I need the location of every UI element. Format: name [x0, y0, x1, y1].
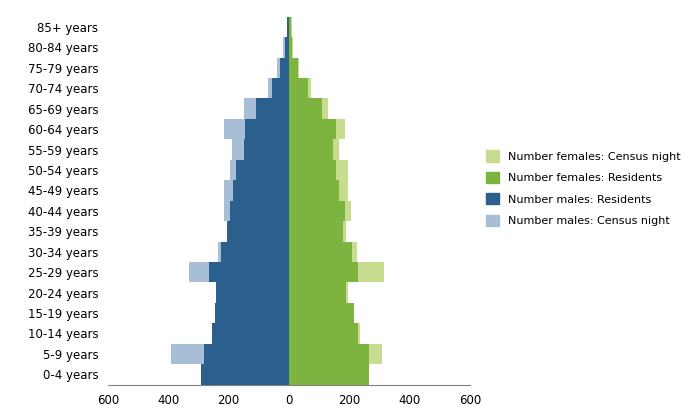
- Bar: [289, 139, 333, 160]
- Bar: [189, 262, 289, 283]
- Bar: [289, 242, 357, 262]
- Bar: [289, 283, 346, 303]
- Bar: [233, 180, 289, 201]
- Bar: [289, 344, 369, 364]
- Bar: [244, 139, 289, 160]
- Bar: [230, 201, 289, 221]
- Bar: [171, 344, 289, 364]
- Bar: [221, 242, 289, 262]
- Bar: [289, 180, 339, 201]
- Bar: [280, 58, 289, 78]
- Bar: [287, 17, 289, 37]
- Bar: [289, 364, 369, 385]
- Bar: [289, 99, 322, 119]
- Bar: [289, 201, 345, 221]
- Bar: [289, 303, 354, 323]
- Bar: [268, 78, 289, 99]
- Bar: [289, 180, 348, 201]
- Bar: [236, 160, 289, 180]
- Bar: [289, 323, 358, 344]
- Bar: [227, 221, 289, 242]
- Bar: [289, 201, 351, 221]
- Bar: [289, 58, 299, 78]
- Bar: [289, 262, 384, 283]
- Bar: [255, 99, 289, 119]
- Bar: [289, 323, 360, 344]
- Bar: [218, 242, 289, 262]
- Bar: [289, 119, 345, 139]
- Bar: [289, 37, 294, 58]
- Bar: [289, 160, 335, 180]
- Bar: [216, 283, 289, 303]
- Bar: [212, 323, 289, 344]
- Bar: [287, 17, 289, 37]
- Bar: [289, 221, 343, 242]
- Bar: [227, 221, 289, 242]
- Bar: [289, 17, 291, 37]
- Bar: [289, 78, 312, 99]
- Bar: [289, 58, 298, 78]
- Bar: [285, 37, 289, 58]
- Bar: [205, 344, 289, 364]
- Bar: [232, 139, 289, 160]
- Bar: [215, 303, 289, 323]
- Bar: [289, 344, 382, 364]
- Bar: [272, 78, 289, 99]
- Bar: [289, 242, 352, 262]
- Bar: [289, 364, 369, 385]
- Bar: [230, 160, 289, 180]
- Bar: [215, 303, 289, 323]
- Bar: [283, 37, 289, 58]
- Bar: [201, 364, 289, 385]
- Bar: [209, 262, 289, 283]
- Bar: [289, 17, 292, 37]
- Bar: [289, 262, 358, 283]
- Bar: [289, 160, 348, 180]
- Bar: [212, 323, 289, 344]
- Legend: Number females: Census night, Number females: Residents, Number males: Residents: Number females: Census night, Number fem…: [486, 150, 681, 226]
- Bar: [289, 78, 308, 99]
- Bar: [224, 119, 289, 139]
- Bar: [201, 364, 289, 385]
- Bar: [224, 201, 289, 221]
- Bar: [245, 119, 289, 139]
- Bar: [289, 99, 328, 119]
- Bar: [289, 37, 292, 58]
- Bar: [244, 99, 289, 119]
- Bar: [289, 283, 348, 303]
- Bar: [224, 180, 289, 201]
- Bar: [289, 119, 335, 139]
- Bar: [278, 58, 289, 78]
- Bar: [216, 283, 289, 303]
- Bar: [289, 221, 346, 242]
- Bar: [289, 303, 354, 323]
- Bar: [289, 139, 339, 160]
